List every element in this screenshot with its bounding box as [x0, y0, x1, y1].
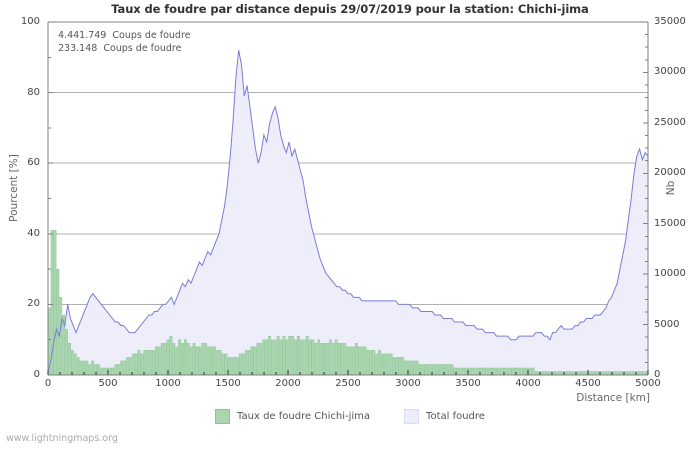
- x-tick-500: 500: [98, 378, 118, 389]
- y-tick-right-25000: 25000: [654, 116, 686, 128]
- chart-title: Taux de foudre par distance depuis 29/07…: [111, 2, 589, 16]
- y-tick-right-30000: 30000: [654, 66, 686, 78]
- legend-label-total: Total foudre: [426, 411, 485, 422]
- y-tick-right-0: 0: [654, 369, 661, 380]
- y-tick-right-20000: 20000: [654, 167, 686, 179]
- y-tick-left-0: 0: [33, 369, 40, 380]
- x-tick-1500: 1500: [215, 378, 241, 389]
- legend-label-rate: Taux de foudre Chichi-jima: [237, 411, 371, 422]
- y-tick-left-80: 80: [27, 86, 40, 98]
- x-tick-3500: 3500: [455, 378, 481, 389]
- y-tick-left-40: 40: [27, 227, 40, 239]
- x-tick-2500: 2500: [335, 378, 361, 389]
- x-tick-1000: 1000: [155, 378, 181, 389]
- y-tick-right-15000: 15000: [654, 217, 686, 229]
- y-tick-right-5000: 5000: [654, 318, 680, 330]
- y-tick-left-60: 60: [27, 157, 40, 169]
- x-tick-3000: 3000: [395, 378, 421, 389]
- annotation-total-count: 4.441.749 Coups de foudre: [58, 30, 191, 41]
- y-tick-left-100: 100: [20, 16, 40, 27]
- chart-legend: Taux de foudre Chichi-jima Total foudre: [0, 409, 700, 424]
- y-tick-right-35000: 35000: [654, 16, 686, 27]
- x-axis-title: Distance [km]: [576, 392, 650, 404]
- x-tick-5000: 5000: [635, 378, 661, 389]
- annotation-station-count: 233.148 Coups de foudre: [58, 43, 182, 54]
- watermark: www.lightningmaps.org: [6, 433, 118, 444]
- x-tick-4500: 4500: [575, 378, 601, 389]
- legend-item-total: Total foudre: [404, 409, 485, 424]
- legend-swatch-total: [404, 409, 420, 424]
- x-tick-0: 0: [44, 378, 52, 389]
- legend-swatch-rate: [215, 409, 231, 424]
- y-tick-left-20: 20: [27, 298, 40, 310]
- x-tick-2000: 2000: [275, 378, 301, 389]
- legend-item-rate: Taux de foudre Chichi-jima: [215, 409, 370, 424]
- x-tick-4000: 4000: [515, 378, 541, 389]
- y-tick-right-10000: 10000: [654, 268, 686, 280]
